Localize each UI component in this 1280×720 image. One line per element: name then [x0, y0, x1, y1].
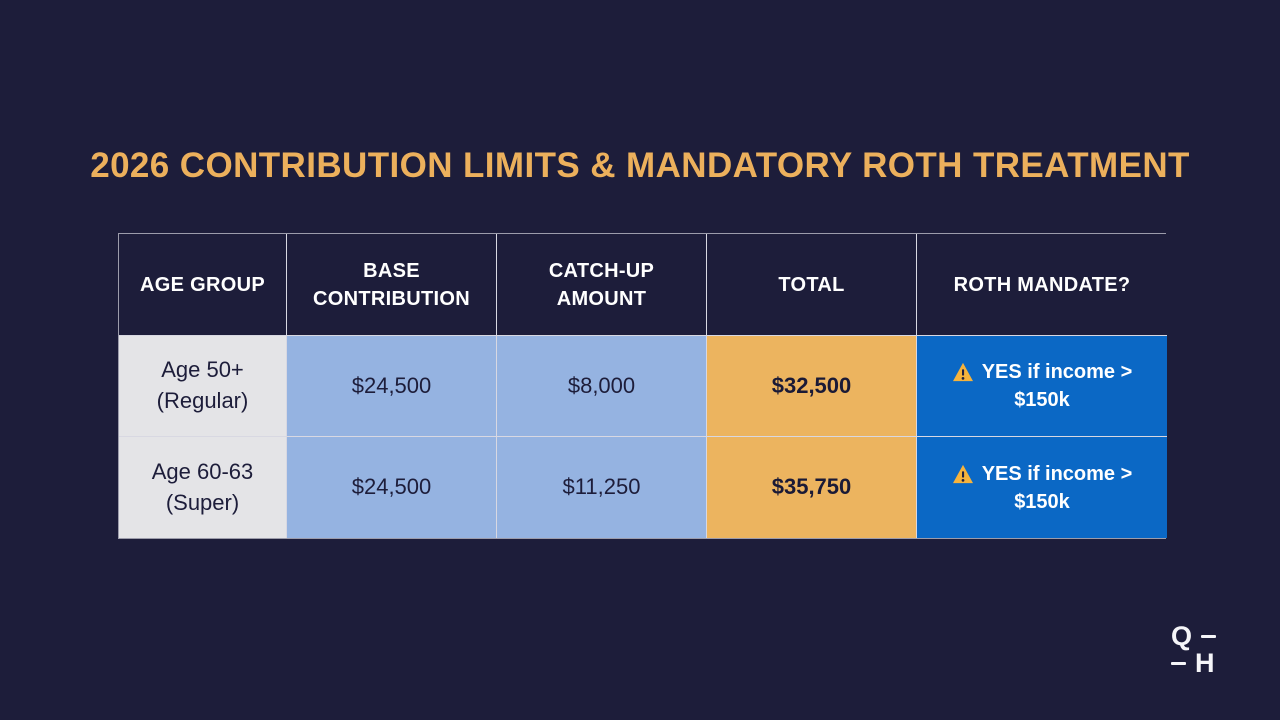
base-contribution-value: $24,500: [351, 372, 432, 398]
logo-letter-q: Q: [1170, 621, 1192, 651]
catch-up-amount-cell: $11,250: [497, 437, 707, 538]
page-title: 2026 CONTRIBUTION LIMITS & MANDATORY ROT…: [90, 146, 1190, 185]
age-group-line2: (Regular): [156, 388, 249, 413]
total-value: $32,500: [771, 372, 852, 398]
age-group-line1: Age 50+: [161, 357, 244, 383]
column-header-label: CATCH-UP AMOUNT: [548, 259, 655, 310]
column-header-base-contribution: BASE CONTRIBUTION: [287, 234, 497, 336]
age-group-cell: Age 50+ (Regular): [119, 336, 287, 437]
base-contribution-cell: $24,500: [287, 437, 497, 538]
roth-mandate-cell: YES if income > $150k: [917, 437, 1167, 538]
base-contribution-value: $24,500: [351, 474, 432, 500]
total-cell: $32,500: [707, 336, 917, 437]
column-header-label: BASE CONTRIBUTION: [313, 259, 470, 310]
column-header-roth-mandate: ROTH MANDATE?: [917, 234, 1167, 336]
logo-dash-icon: [1170, 661, 1186, 665]
column-header-label: TOTAL: [778, 273, 845, 296]
catch-up-amount-cell: $8,000: [497, 336, 707, 437]
brand-logo: Q H: [1170, 621, 1216, 678]
contribution-limits-table: AGE GROUP BASE CONTRIBUTION CATCH-UP AMO…: [118, 233, 1167, 539]
warning-icon: [952, 464, 974, 484]
catch-up-amount-value: $8,000: [567, 372, 636, 398]
roth-mandate-cell: YES if income > $150k: [917, 336, 1167, 437]
logo-letter-h: H: [1194, 648, 1215, 678]
column-header-label: ROTH MANDATE?: [953, 273, 1131, 296]
roth-mandate-line1: YES if income >: [981, 361, 1133, 383]
column-header-age-group: AGE GROUP: [119, 234, 287, 336]
total-value: $35,750: [771, 474, 852, 500]
roth-mandate-line1: YES if income >: [981, 462, 1133, 485]
base-contribution-cell: $24,500: [287, 336, 497, 437]
age-group-line1: Age 60-63: [151, 458, 254, 484]
column-header-catch-up-amount: CATCH-UP AMOUNT: [497, 234, 707, 336]
logo-dash-icon: [1201, 634, 1216, 638]
total-cell: $35,750: [707, 437, 917, 538]
age-group-line2: (Super): [165, 489, 240, 515]
column-header-label: AGE GROUP: [140, 273, 265, 296]
age-group-cell: Age 60-63 (Super): [119, 437, 287, 538]
catch-up-amount-value: $11,250: [562, 474, 641, 500]
warning-icon: [952, 362, 974, 382]
roth-mandate-line2: $150k: [1014, 389, 1070, 411]
column-header-total: TOTAL: [707, 234, 917, 336]
roth-mandate-line2: $150k: [1014, 490, 1070, 513]
